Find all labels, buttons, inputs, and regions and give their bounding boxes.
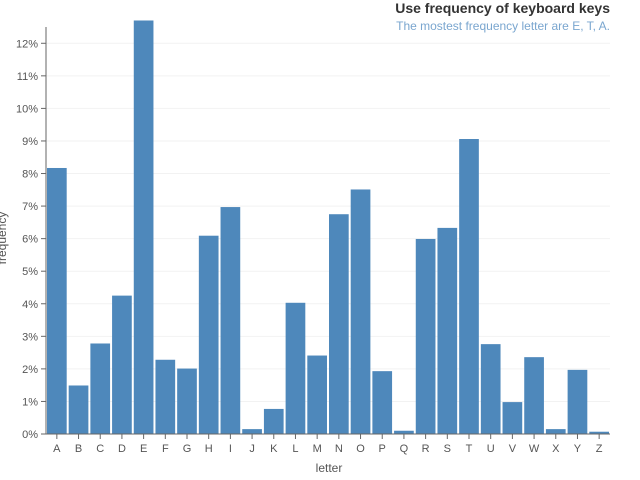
x-tick-label: C xyxy=(96,443,104,455)
x-tick-label: F xyxy=(162,443,169,455)
y-axis: 0% 1% 2% 3% 4% 5% 6% 7% 8% 9% 10% 11% 12% xyxy=(16,27,47,441)
y-tick-label: 4% xyxy=(22,299,38,311)
x-tick-label: U xyxy=(487,443,495,455)
x-axis-label: letter xyxy=(316,461,343,475)
x-tick-label: H xyxy=(205,443,213,455)
bar-b xyxy=(68,385,89,434)
y-tick-label: 5% xyxy=(22,266,38,278)
x-tick-label: V xyxy=(509,443,517,455)
y-tick-label: 9% xyxy=(22,136,38,148)
x-tick-label: D xyxy=(118,443,126,455)
x-tick-label: Q xyxy=(400,443,409,455)
bar-q xyxy=(394,430,414,434)
x-tick-label: P xyxy=(379,443,386,455)
y-axis-label: frequency xyxy=(0,212,9,265)
chart-title: Use frequency of keyboard keys xyxy=(395,0,610,16)
y-tick-label: 12% xyxy=(16,38,38,50)
bar-z xyxy=(589,431,609,434)
chart-subtitle: The mostest frequency letter are E, T, A… xyxy=(396,19,610,33)
bar-g xyxy=(177,368,197,434)
bar-k xyxy=(263,408,284,434)
x-tick-label: B xyxy=(75,443,82,455)
bar-c xyxy=(90,343,111,434)
bar-e xyxy=(133,20,154,434)
bar-v xyxy=(502,402,523,434)
bar-l xyxy=(285,302,306,434)
bar-t xyxy=(459,139,479,434)
x-tick-label: W xyxy=(529,443,540,455)
y-tick-label: 11% xyxy=(17,71,38,83)
y-tick-label: 8% xyxy=(22,169,38,181)
x-tick-label: K xyxy=(270,443,278,455)
x-tick-label: G xyxy=(183,443,192,455)
bar-w xyxy=(524,357,544,434)
x-tick-label: Y xyxy=(574,443,582,455)
y-tick-label: 0% xyxy=(22,429,38,441)
y-tick-label: 2% xyxy=(22,364,38,376)
bar-y xyxy=(567,369,588,434)
bar-r xyxy=(415,238,436,434)
x-tick-label: N xyxy=(335,443,343,455)
x-tick-label: X xyxy=(552,443,560,455)
bar-f xyxy=(155,359,176,434)
bar-i xyxy=(220,207,241,434)
x-tick-label: R xyxy=(422,443,430,455)
bar-h xyxy=(198,235,219,434)
bar-n xyxy=(329,214,349,434)
y-tick-label: 3% xyxy=(22,331,38,343)
bar-m xyxy=(307,355,327,434)
y-tick-label: 10% xyxy=(16,103,38,115)
y-tick-label: 7% xyxy=(22,201,38,213)
bar-x xyxy=(545,429,566,434)
y-tick-label: 1% xyxy=(22,396,38,408)
x-tick-label: J xyxy=(249,443,255,455)
bar-o xyxy=(350,189,371,434)
x-tick-label: Z xyxy=(596,443,603,455)
bar-u xyxy=(480,344,501,434)
y-tick-label: 6% xyxy=(22,234,38,246)
x-tick-label: L xyxy=(292,443,298,455)
x-tick-label: T xyxy=(466,443,473,455)
x-tick-label: E xyxy=(140,443,147,455)
bar-p xyxy=(372,371,393,434)
x-tick-label: M xyxy=(313,443,322,455)
bar-j xyxy=(242,429,262,434)
bars xyxy=(47,20,609,434)
bar-d xyxy=(112,295,132,434)
x-tick-label: A xyxy=(53,443,61,455)
bar-a xyxy=(47,167,67,434)
x-tick-label: I xyxy=(229,443,232,455)
x-tick-label: S xyxy=(444,443,451,455)
bar-s xyxy=(437,227,458,434)
x-tick-label: O xyxy=(356,443,365,455)
